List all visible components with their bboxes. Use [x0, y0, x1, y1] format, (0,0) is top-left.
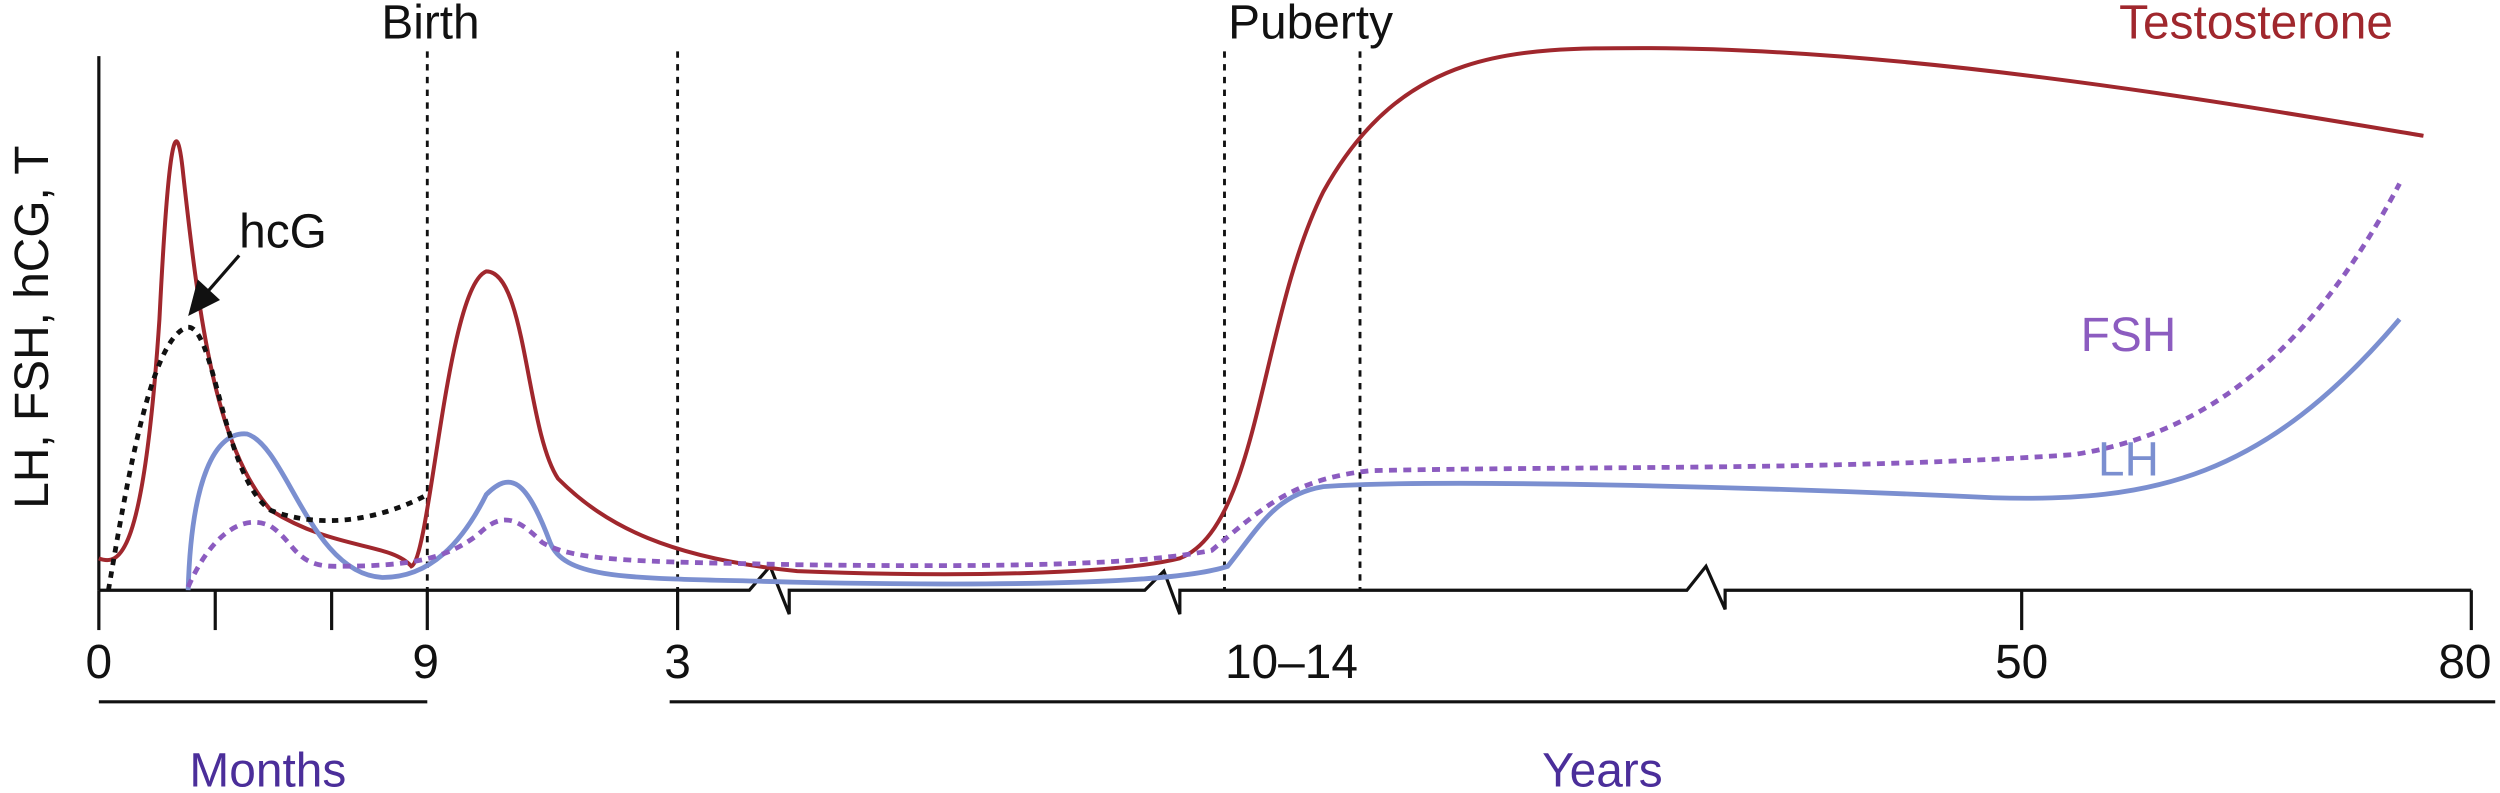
x-tick-label: 3	[664, 636, 691, 689]
hcg-arrowhead	[188, 279, 221, 316]
x-axis	[98, 563, 2472, 615]
curves	[98, 46, 2424, 591]
lh-curve	[185, 317, 2402, 591]
axes	[97, 51, 2496, 704]
years-label: Years	[1542, 744, 1663, 793]
fsh-label: FSH	[2081, 309, 2177, 362]
x-tick-label: 0	[86, 636, 113, 689]
hcg-arrow-shaft	[206, 254, 241, 294]
puberty-label: Puberty	[1228, 0, 1393, 50]
ticks	[97, 590, 2473, 631]
event-lines	[425, 51, 1362, 591]
x-tick-label: 50	[1995, 636, 2048, 689]
fsh-curve	[185, 182, 2402, 588]
birth-label: Birth	[381, 0, 479, 50]
y-axis-label: LH, FSH, hCG, T	[6, 146, 59, 509]
x-tick-label: 80	[2438, 636, 2491, 689]
x-tick-label: 9	[412, 636, 439, 689]
testosterone-curve	[98, 46, 2424, 577]
months-label: Months	[189, 744, 346, 793]
hcg-label: hcG	[239, 205, 327, 258]
hcg-curve	[106, 324, 429, 591]
x-tick-label: 10–14	[1225, 636, 1358, 689]
lh-label: LH	[2098, 433, 2159, 486]
testosterone-label: Testosterone	[2119, 0, 2393, 50]
